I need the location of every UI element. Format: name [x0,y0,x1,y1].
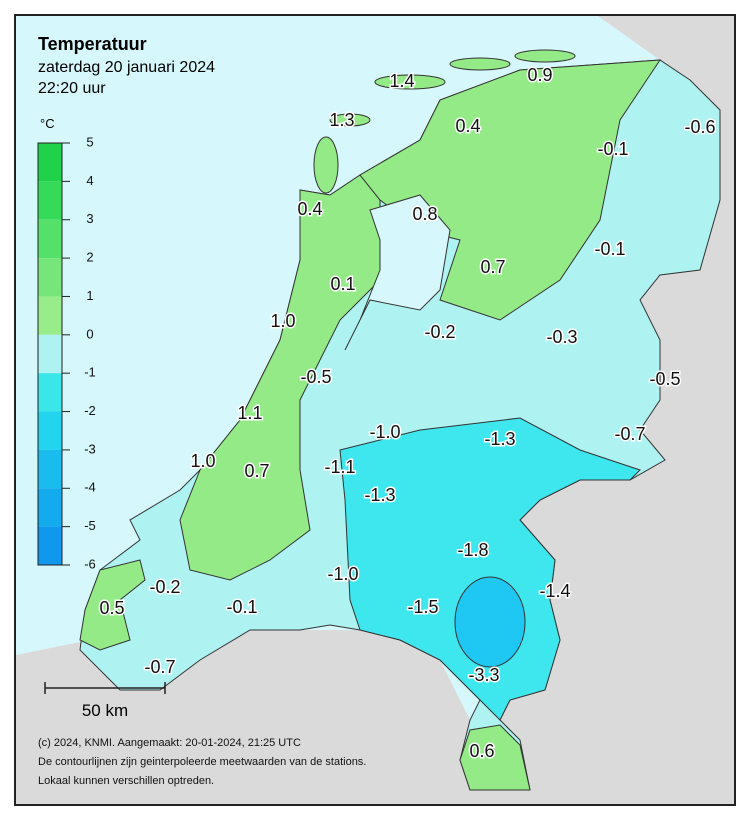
station-value: -0.1 [226,597,257,617]
zone-above-zero [79,559,146,651]
station-value: 0.8 [412,204,437,224]
station-value: -3.3 [468,665,499,685]
colorbar-segment [38,143,62,182]
island [313,136,339,194]
colorbar-segment [38,373,62,412]
footer-line: Lokaal kunnen verschillen optreden. [38,775,214,787]
scale-label: 50 km [82,701,128,720]
time: 22:20 uur [38,80,106,97]
legend-unit: °C [40,116,55,131]
colorbar-segment [38,334,62,374]
station-values: 1.4 0.9 1.3 0.4 -0.6 -0.1 0.4 0.8 -0.1 0.7 0.1 1.0 -… [98,63,717,762]
colorbar-frame [37,142,63,566]
tick-label: 2 [86,250,93,265]
station-value: 0.4 [297,199,322,219]
station-value: -1.8 [457,540,488,560]
zone-below-minus-one [339,417,641,721]
tick-label: -3 [84,441,96,456]
colorbar: 5 4 3 2 1 0 -1 -2 -3 -4 -5 -6 [37,134,96,571]
station-value: 1.4 [389,71,414,91]
station-value: -0.1 [594,239,625,259]
colorbar-segment [38,219,62,259]
colorbar-segment [38,449,62,489]
station-value: -0.5 [649,369,680,389]
station-value: -1.1 [324,457,355,477]
station-value: -0.3 [546,327,577,347]
station-value: -0.7 [614,424,645,444]
island [329,113,371,127]
tick-label: -6 [84,556,96,571]
zone-above-zero [459,724,531,791]
zone-below-minus-three [454,576,526,668]
station-value: 0.1 [330,274,355,294]
neighbour-land [16,16,734,804]
island [449,57,511,71]
tick-label: -1 [84,365,96,380]
lake [344,194,451,351]
station-value: -0.2 [424,322,455,342]
station-value: -1.3 [364,485,395,505]
station-value: -1.3 [484,429,515,449]
footer-line: (c) 2024, KNMI. Aangemaakt: 20-01-2024, … [38,737,301,749]
tick-label: 5 [86,134,93,149]
station-value: -0.2 [149,577,180,597]
title: Temperatuur [38,34,147,54]
island [514,49,576,63]
station-value: 0.7 [244,461,269,481]
station-value: 0.5 [99,598,124,618]
tick-label: 1 [86,288,93,303]
station-value: -0.6 [684,117,715,137]
station-value: 0.6 [469,741,494,761]
colorbar-segment [38,488,62,527]
date: zaterdag 20 januari 2024 [38,59,215,76]
station-value: 1.0 [270,311,295,331]
island [374,74,446,90]
station-value: -1.0 [369,422,400,442]
station-value: -0.5 [300,367,331,387]
station-value: 0.7 [480,257,505,277]
footer-line: De contourlijnen zijn geinterpoleerde me… [38,756,366,768]
colorbar-segment [38,526,62,565]
colorbar-segment [38,411,62,450]
tick-label: 0 [86,326,93,341]
station-value: -0.1 [597,139,628,159]
colorbar-segment [38,258,62,297]
colorbar-segment [38,296,62,335]
station-value: 0.4 [455,116,480,136]
station-value: -1.5 [407,597,438,617]
colorbar-segment [38,181,62,220]
station-value: -1.0 [327,564,358,584]
tick-label: 4 [86,173,93,188]
station-value: 1.3 [329,110,354,130]
station-value: 1.1 [237,403,262,423]
station-value: -1.4 [539,581,570,601]
tick-label: 3 [86,211,93,226]
station-value: 0.9 [527,65,552,85]
tick-label: -5 [84,518,96,533]
station-value: 1.0 [190,451,215,471]
tick-label: -2 [84,403,96,418]
station-value: -0.7 [144,657,175,677]
tick-label: -4 [84,480,96,495]
